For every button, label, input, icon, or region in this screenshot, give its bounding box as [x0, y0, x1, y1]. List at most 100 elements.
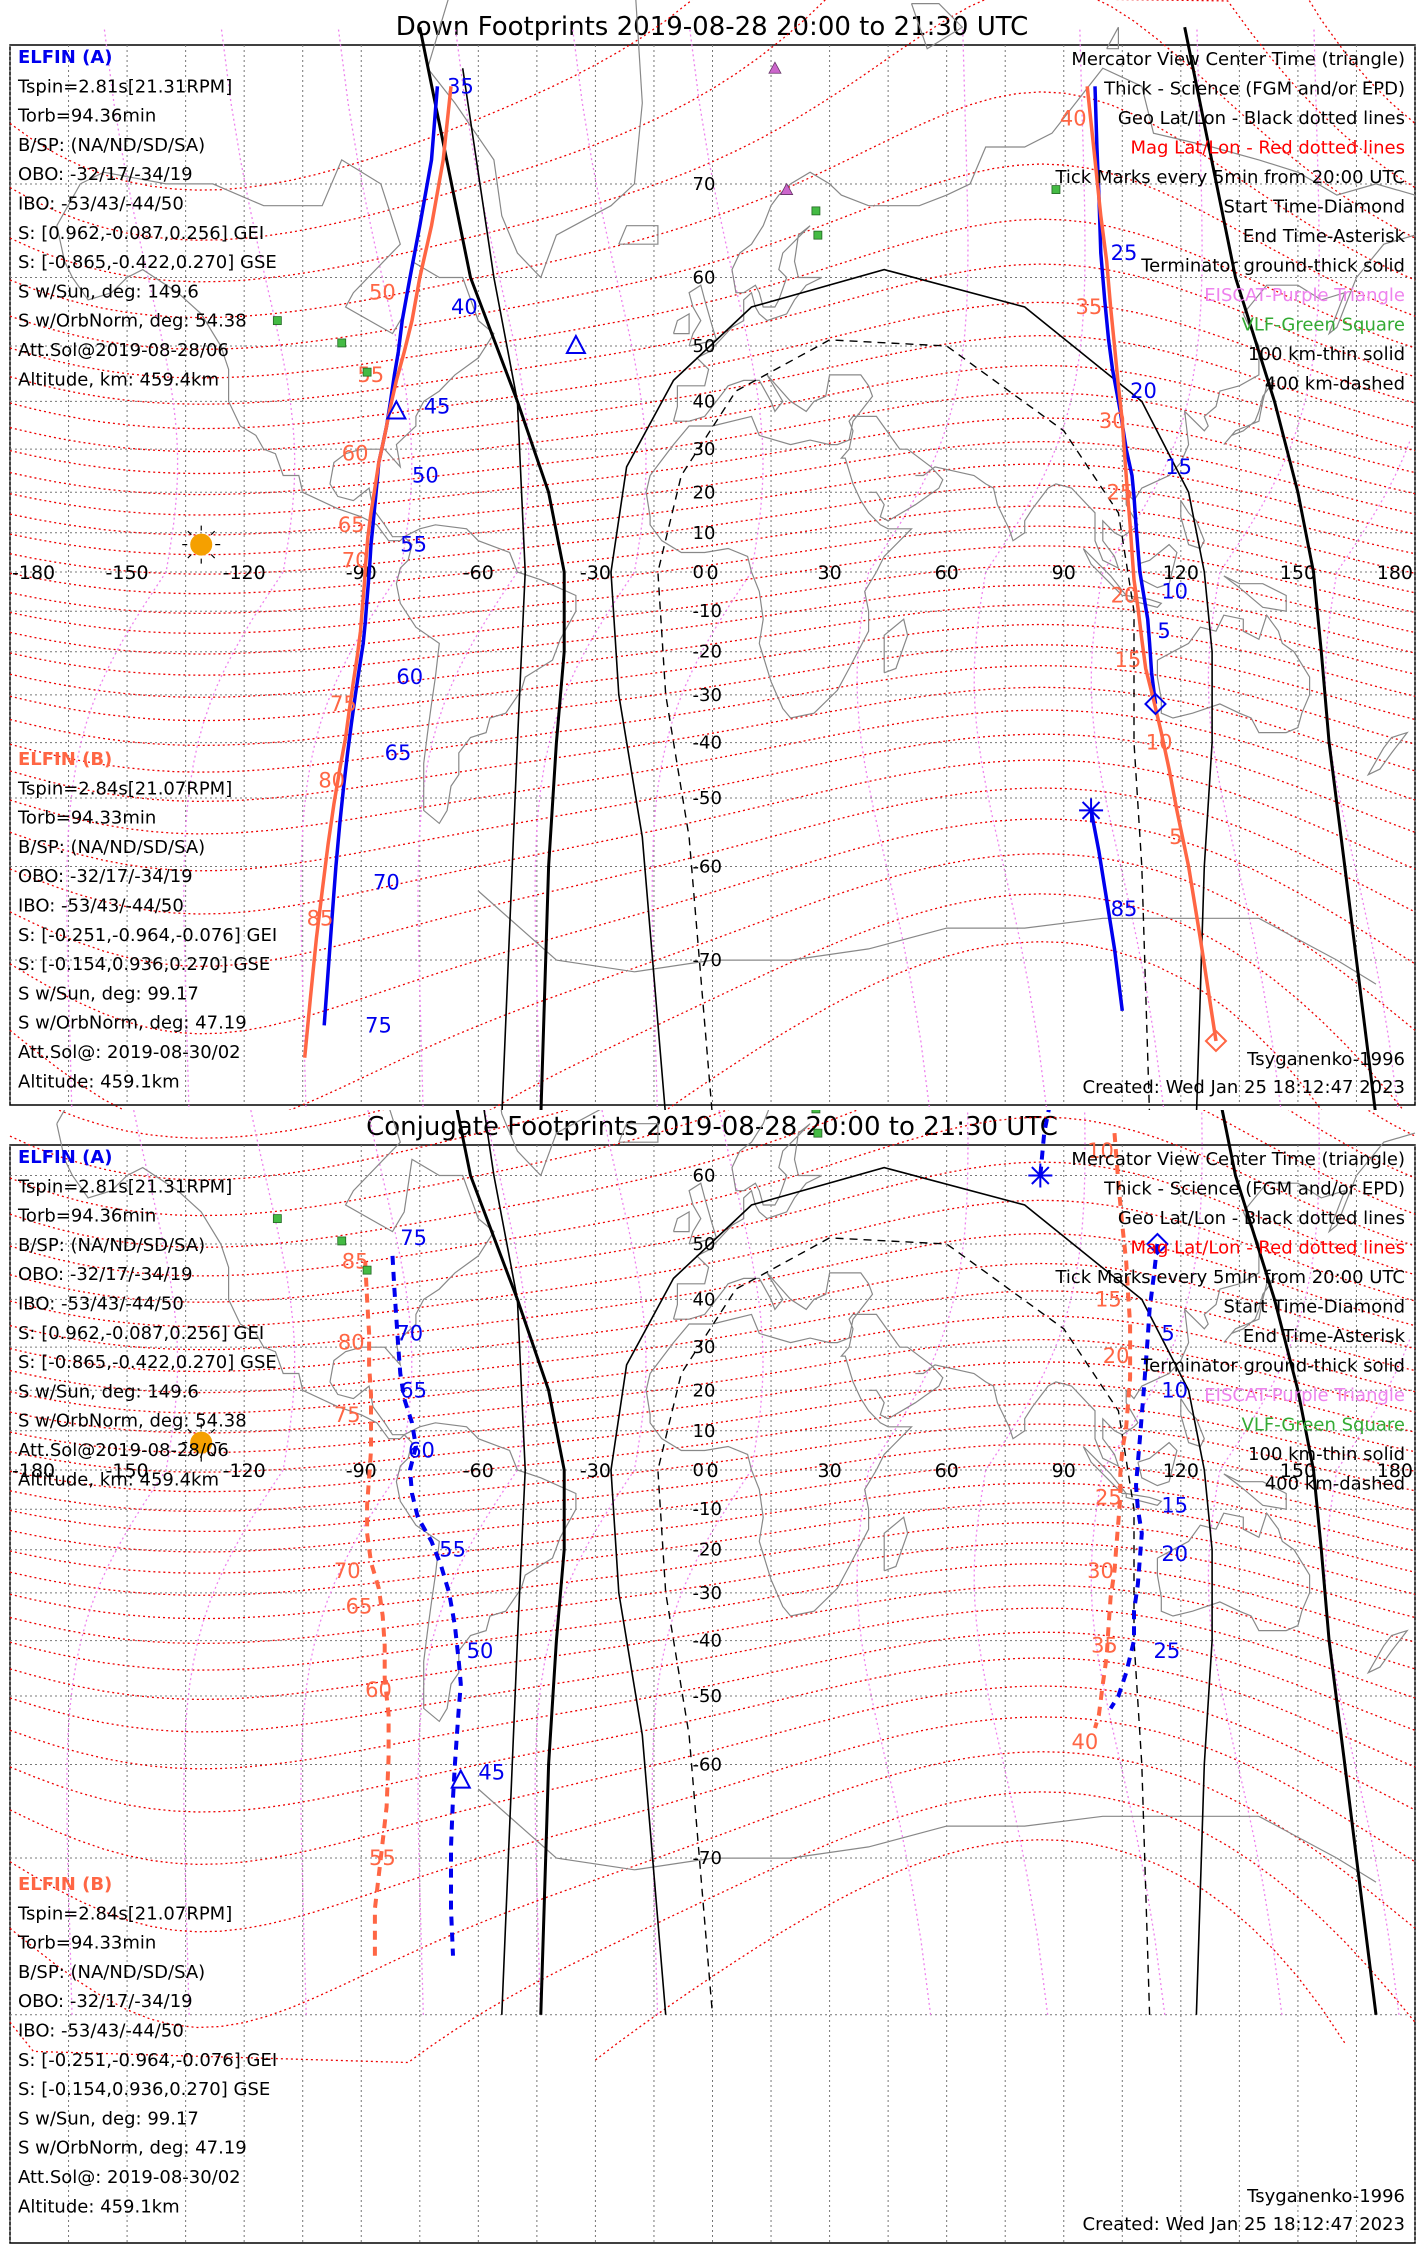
legend-b-line: ELFIN (B) [18, 1874, 112, 1895]
track-tick-label: 35 [1091, 1634, 1118, 1658]
lat-tick-label: -50 [693, 1686, 722, 1707]
track-tick-label: 75 [330, 692, 357, 716]
lat-tick-label: -20 [693, 1540, 722, 1561]
track-tick-label: 5 [1161, 1321, 1174, 1345]
mag-latitude-line [9, 505, 1416, 595]
lat-tick-label: -60 [693, 1754, 722, 1775]
mag-latitude-line [9, 301, 1416, 430]
mag-latitude-line [9, 463, 1416, 556]
track-line [322, 86, 440, 1026]
mag-latitude-line [9, 1361, 1416, 1454]
coastline [1180, 1398, 1205, 1448]
lon-tick-label: 90 [1052, 562, 1076, 584]
mag-latitude-line [9, 1751, 1416, 2029]
legend-right-line: 100 km-thin solid [1248, 344, 1405, 365]
lon-tick-label: 120 [1163, 1460, 1199, 1482]
mag-latitude-line [9, 417, 1416, 516]
track-tick-label: 55 [369, 1846, 396, 1870]
lon-tick-label: 150 [1280, 562, 1316, 584]
right-legend: Mercator View Center Time (triangle) Thic… [1054, 1149, 1405, 1495]
legend-right-line: EISCAT-Purple Triangle [1204, 285, 1405, 306]
legend-right-line: End Time-Asterisk [1243, 226, 1406, 247]
center-time-triangle [385, 399, 408, 420]
mag-latitude-line [9, 1110, 1416, 1181]
terminator-100km [461, 68, 527, 1110]
mag-longitude-line [417, 27, 530, 1110]
footprint-tracks: 3540455055606570755101520258550556065707… [182, 74, 1228, 1058]
eiscat-triangle [768, 61, 782, 74]
track-tick-label: 20 [1111, 583, 1138, 607]
coastline [1156, 1511, 1311, 1632]
mag-longitude-line [66, 1110, 179, 2015]
lon-tick-label: 30 [817, 562, 841, 584]
lat-tick-label: 40 [693, 391, 716, 412]
sun-ray [187, 530, 192, 536]
vlf-square [272, 316, 282, 326]
vlf-square [337, 1236, 347, 1246]
legend-b-line: B/SP: (NA/ND/SD/SA) [18, 837, 205, 858]
legend-b-line: Torb=94.33min [17, 1933, 156, 1954]
legend-right-line: Mercator View Center Time (triangle) [1071, 49, 1405, 70]
track-tick-label: 35 [1075, 295, 1102, 319]
legend-b-line: Altitude: 459.1km [18, 2196, 180, 2217]
mag-latitude-line [9, 364, 1416, 475]
chart-title: Conjugate Footprints 2019-08-28 20:00 to… [366, 1112, 1058, 1142]
mag-latitude-line [9, 1423, 1416, 1513]
mag-latitude-line [9, 440, 1416, 536]
track-elfin-a: 75 70 65 60 55 50 45 5 10 15 20 25 [390, 1110, 1188, 1956]
vlf-square [1051, 185, 1061, 194]
track-tick-label: 25 [1107, 480, 1134, 504]
mag-latitude-line [9, 0, 1416, 191]
geo-grid [9, 45, 1416, 1105]
axis-tick-labels: -180-150-120-90-60-300306090120150180706… [12, 1166, 1413, 1870]
lat-tick-label: 30 [693, 1337, 716, 1358]
legend-right-line: Thick - Science (FGM and/or EPD) [1103, 1179, 1405, 1200]
mag-grid [9, 0, 1416, 1110]
coastline [1137, 543, 1178, 589]
legend-right-line: Mercator View Center Time (triangle) [1071, 1149, 1405, 1170]
track-tick-label: 65 [346, 1595, 373, 1619]
track-line [1089, 810, 1125, 1012]
mag-latitude-line [9, 1116, 1416, 1277]
track-tick-label: 25 [1095, 1485, 1122, 1509]
lat-tick-label: 10 [693, 1421, 716, 1442]
coastline [672, 67, 1416, 422]
lon-tick-label: 90 [1052, 1460, 1076, 1482]
track-tick-label: 60 [396, 665, 423, 689]
terminator-ground [418, 26, 566, 1110]
vlf-square [337, 338, 347, 348]
sun-ray [210, 1428, 216, 1434]
vlf-square [272, 1214, 282, 1224]
legend-a-line: B/SP: (NA/ND/SD/SA) [18, 135, 205, 156]
end-time-asterisk [1079, 798, 1104, 823]
legend-a-line: Altitude, km: 459.4km [18, 369, 219, 390]
vlf-square [362, 1265, 372, 1275]
legend-a-line: Torb=94.36min [17, 106, 156, 127]
lat-tick-label: 60 [693, 1166, 716, 1187]
legend-right-line: Geo Lat/Lon - Black dotted lines [1118, 1208, 1405, 1229]
mag-longitude-line [973, 27, 1086, 1110]
legend-a-line: IBO: -53/43/-44/50 [18, 194, 184, 215]
legend-b-line: OBO: -32/17/-34/19 [18, 1991, 193, 2012]
mag-longitude-line [534, 1110, 647, 2015]
legend-b-line: IBO: -53/43/-44/50 [18, 2021, 184, 2042]
legend-a-line: S: [-0.865,-0.422,0.270] GSE [18, 1352, 277, 1373]
mag-latitude-line [9, 1338, 1416, 1434]
lat-tick-label: -70 [693, 950, 722, 971]
track-line [390, 1255, 463, 1956]
sun-ray [187, 554, 192, 559]
coastline [618, 225, 659, 245]
coastline [915, 234, 1416, 570]
mag-latitude-line [9, 1657, 1416, 1813]
legend-a-line: Tspin=2.81s[21.31RPM] [17, 1176, 232, 1197]
coastline [688, 1182, 718, 1245]
sun-icon [182, 1423, 221, 1462]
track-tick-label: 40 [451, 295, 478, 319]
track-tick-label: 55 [400, 533, 427, 557]
lon-tick-label: -180 [12, 562, 55, 584]
coastline [1366, 731, 1409, 777]
panel-down: Down Footprints 2019-08-28 20:00 to 21:3… [0, 0, 1425, 1110]
legend-right-line: End Time-Asterisk [1243, 1326, 1406, 1347]
legend-a-line: Altitude, km: 459.4km [18, 1469, 219, 1490]
